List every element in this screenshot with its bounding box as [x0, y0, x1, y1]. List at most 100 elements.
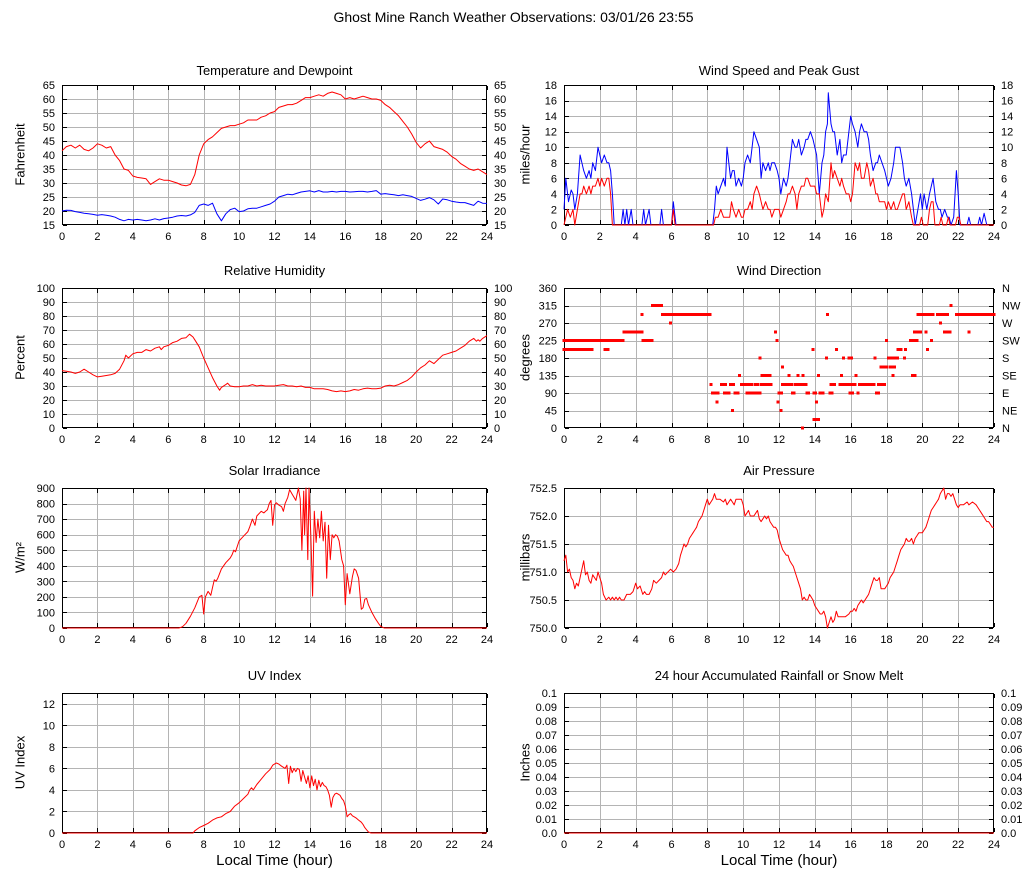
- svg-text:22: 22: [445, 839, 457, 851]
- plot-frame: [564, 288, 995, 429]
- chart-title: 24 hour Accumulated Rainfall or Snow Mel…: [654, 668, 904, 683]
- svg-text:45: 45: [545, 406, 557, 418]
- svg-text:NE: NE: [1002, 406, 1017, 418]
- svg-text:10: 10: [233, 231, 245, 243]
- rainfall-plot: 0.0 0.0 0.01 0.01 0.02 0.02 0.03 0.03 0.04 0.04 0.…: [536, 688, 1023, 851]
- svg-text:50: 50: [43, 122, 55, 134]
- temperature-series: [61, 91, 488, 187]
- tick-labels: 0.0 0.0 0.01 0.01 0.02 0.02 0.03 0.03 0.04 0.04 0.…: [536, 688, 1023, 851]
- svg-text:22: 22: [445, 231, 457, 243]
- svg-text:90: 90: [43, 297, 55, 309]
- svg-text:24: 24: [481, 434, 493, 446]
- svg-text:40: 40: [494, 367, 506, 379]
- plot-frame: [62, 85, 488, 226]
- svg-text:2: 2: [597, 839, 603, 851]
- svg-text:2: 2: [551, 204, 557, 216]
- svg-text:0: 0: [561, 434, 567, 446]
- svg-text:2: 2: [597, 231, 603, 243]
- svg-text:65: 65: [43, 80, 55, 92]
- svg-text:10: 10: [1001, 142, 1013, 154]
- chart-title: Solar Irradiance: [228, 463, 321, 478]
- svg-text:2: 2: [1001, 204, 1007, 216]
- svg-text:6: 6: [668, 231, 674, 243]
- svg-text:70: 70: [43, 325, 55, 337]
- svg-text:60: 60: [43, 94, 55, 106]
- svg-text:16: 16: [845, 839, 857, 851]
- svg-text:751.0: 751.0: [529, 567, 557, 579]
- svg-text:18: 18: [880, 634, 892, 646]
- svg-text:0: 0: [561, 634, 567, 646]
- svg-text:W: W: [1002, 318, 1013, 330]
- svg-text:0.1: 0.1: [542, 688, 557, 700]
- svg-text:10: 10: [43, 409, 55, 421]
- svg-text:10: 10: [494, 409, 506, 421]
- svg-text:180: 180: [539, 353, 557, 365]
- svg-text:20: 20: [410, 231, 422, 243]
- svg-text:24: 24: [481, 839, 493, 851]
- chart-title: Wind Speed and Peak Gust: [698, 63, 860, 78]
- svg-text:60: 60: [43, 339, 55, 351]
- svg-text:135: 135: [539, 371, 557, 383]
- svg-text:16: 16: [1001, 96, 1013, 108]
- svg-text:20: 20: [43, 206, 55, 218]
- svg-text:750.0: 750.0: [529, 623, 557, 635]
- svg-text:6: 6: [165, 634, 171, 646]
- svg-text:4: 4: [130, 231, 136, 243]
- svg-text:0.03: 0.03: [536, 786, 557, 798]
- svg-text:30: 30: [43, 178, 55, 190]
- svg-text:18: 18: [880, 231, 892, 243]
- svg-text:10: 10: [43, 720, 55, 732]
- svg-text:8: 8: [49, 742, 55, 754]
- svg-text:0.03: 0.03: [1001, 786, 1022, 798]
- chart-title: Wind Direction: [736, 263, 822, 278]
- svg-text:20: 20: [494, 206, 506, 218]
- svg-text:30: 30: [43, 381, 55, 393]
- svg-text:8: 8: [704, 839, 710, 851]
- svg-text:8: 8: [201, 634, 207, 646]
- svg-text:50: 50: [494, 353, 506, 365]
- svg-text:20: 20: [916, 231, 928, 243]
- svg-text:0.01: 0.01: [1001, 814, 1022, 826]
- wind-direction-series: [562, 304, 996, 430]
- uv-series: [62, 762, 487, 834]
- svg-text:20: 20: [916, 434, 928, 446]
- svg-text:80: 80: [494, 311, 506, 323]
- solar-series: [62, 487, 487, 629]
- svg-text:270: 270: [539, 318, 557, 330]
- chart-title: Air Pressure: [743, 463, 815, 478]
- svg-text:SW: SW: [1002, 336, 1020, 348]
- svg-text:16: 16: [339, 634, 351, 646]
- svg-text:45: 45: [494, 136, 506, 148]
- chart-rainfall-snow-melt: 24 hour Accumulated Rainfall or Snow Mel…: [513, 648, 1027, 878]
- svg-text:4: 4: [633, 634, 639, 646]
- svg-text:12: 12: [773, 634, 785, 646]
- svg-text:12: 12: [268, 434, 280, 446]
- svg-text:0: 0: [59, 634, 65, 646]
- svg-text:50: 50: [43, 353, 55, 365]
- svg-text:4: 4: [130, 434, 136, 446]
- dewpoint-series: [61, 190, 488, 222]
- gridlines: [564, 85, 994, 225]
- svg-text:24: 24: [481, 231, 493, 243]
- svg-text:24: 24: [988, 434, 1000, 446]
- svg-text:2: 2: [597, 434, 603, 446]
- svg-text:70: 70: [494, 325, 506, 337]
- svg-text:25: 25: [494, 192, 506, 204]
- svg-text:0: 0: [561, 231, 567, 243]
- svg-text:100: 100: [37, 283, 55, 295]
- svg-text:0.07: 0.07: [536, 730, 557, 742]
- svg-text:35: 35: [43, 164, 55, 176]
- svg-text:22: 22: [952, 231, 964, 243]
- svg-text:12: 12: [773, 434, 785, 446]
- pressure-series: [563, 487, 994, 629]
- svg-text:2: 2: [94, 839, 100, 851]
- svg-text:100: 100: [494, 283, 512, 295]
- plot-frame: [62, 488, 488, 629]
- svg-text:0: 0: [561, 839, 567, 851]
- svg-text:10: 10: [233, 434, 245, 446]
- svg-text:18: 18: [1001, 80, 1013, 92]
